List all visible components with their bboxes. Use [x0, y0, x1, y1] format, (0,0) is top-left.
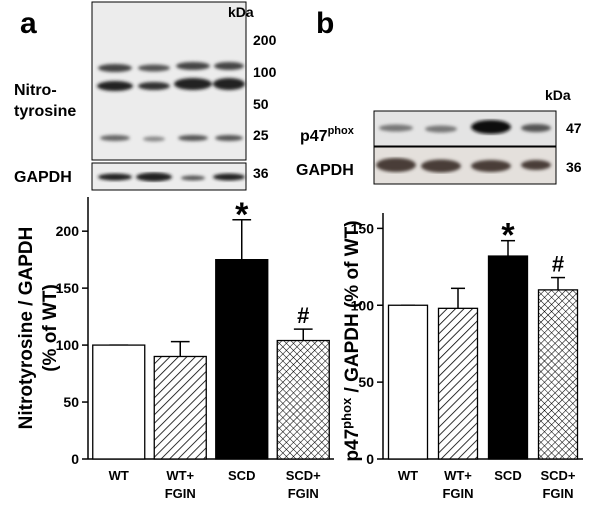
y-tick-label: 150 — [56, 280, 80, 296]
kda-marker: 47 — [566, 120, 582, 136]
x-tick-label: SCD+ FGIN — [540, 468, 575, 501]
y-tick-label: 150 — [351, 220, 375, 236]
x-tick-label: WT+ FGIN — [165, 468, 196, 501]
y-axis-label-rest: / GAPDH (% of WT) — [342, 220, 363, 397]
kda-marker: 36 — [566, 159, 582, 175]
bar — [437, 307, 479, 460]
blot-label: Nitro- — [14, 82, 57, 99]
y-tick-label: 50 — [358, 374, 374, 390]
significance-marker: * — [501, 217, 515, 255]
x-tick-label: SCD+ FGIN — [286, 468, 321, 501]
y-tick-label: 100 — [56, 337, 80, 353]
blot-label: GAPDH — [296, 162, 354, 179]
significance-marker: # — [297, 303, 309, 328]
unit-label: kDa — [228, 4, 254, 20]
bar — [276, 339, 330, 460]
x-tick-label: SCD — [228, 468, 255, 483]
significance-marker: # — [552, 252, 564, 277]
blot-label: tyrosine — [14, 103, 76, 120]
significance-marker: * — [235, 196, 249, 234]
bar — [92, 344, 146, 460]
kda-marker: 50 — [253, 96, 269, 112]
bar — [487, 255, 529, 460]
x-tick-label: WT+ FGIN — [442, 468, 473, 501]
blot-image-b — [373, 110, 557, 185]
y-axis-label: p47phox / GAPDH (% of WT) — [339, 220, 363, 461]
y-axis-label-base: p47 — [342, 429, 363, 462]
kda-marker: 25 — [253, 127, 269, 143]
y-tick-label: 50 — [63, 394, 79, 410]
bar — [387, 304, 429, 460]
x-tick-label: WT — [109, 468, 129, 483]
panel-letter: b — [316, 7, 334, 40]
blot-label: p47phox — [300, 125, 355, 145]
y-axis-label: Nitrotyrosine / GAPDH (% of WT) — [16, 227, 61, 430]
kda-marker: 36 — [253, 165, 269, 181]
bar — [537, 289, 579, 460]
blot-label-base: p47 — [300, 128, 328, 145]
blot-label: GAPDH — [14, 169, 72, 186]
y-tick-label: 0 — [71, 451, 79, 467]
x-tick-label: WT — [398, 468, 418, 483]
x-tick-label: SCD — [494, 468, 521, 483]
kda-marker: 100 — [253, 64, 277, 80]
y-tick-label: 0 — [366, 451, 374, 467]
y-tick-label: 200 — [56, 223, 80, 239]
kda-marker: 200 — [253, 32, 277, 48]
bar — [153, 355, 207, 460]
y-axis-label-sup: phox — [339, 397, 354, 429]
unit-label: kDa — [545, 87, 571, 103]
blot-label-sup: phox — [328, 125, 355, 137]
bar — [215, 259, 269, 460]
y-tick-label: 100 — [351, 297, 375, 313]
panel-letter: a — [20, 7, 37, 40]
blot-image-a — [91, 1, 247, 191]
